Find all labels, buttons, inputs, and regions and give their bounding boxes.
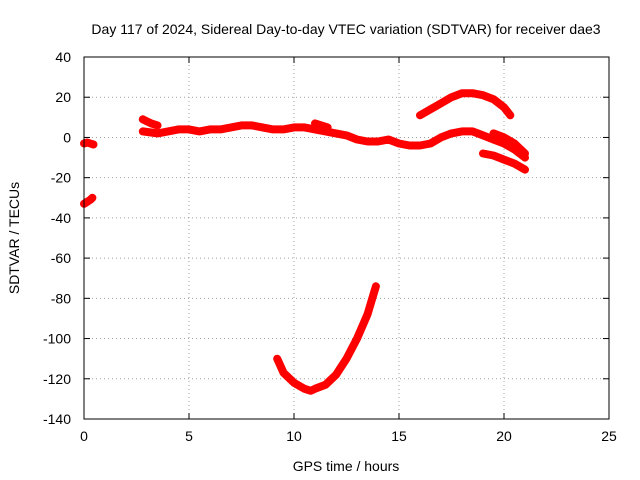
tick-labels: 0 5 10 15 20 25 40 20 0 -20 -40 -60 -80 -100 -120 -140: [43, 49, 617, 444]
x-tick-label: 0: [80, 428, 88, 444]
x-tick-label: 20: [496, 428, 512, 444]
y-tick-label: 0: [63, 129, 71, 145]
y-tick-label: -80: [51, 290, 71, 306]
series-arc-8: [489, 129, 529, 158]
x-axis-label: GPS time / hours: [293, 458, 400, 474]
chart-title: Day 117 of 2024, Sidereal Day-to-day VTE…: [91, 21, 600, 37]
y-tick-label: -100: [43, 331, 71, 347]
plot-frame: [83, 56, 610, 420]
y-tick-label: -40: [51, 210, 71, 226]
grid-lines: [84, 57, 609, 419]
y-tick-label: 20: [55, 89, 71, 105]
x-tick-label: 15: [391, 428, 407, 444]
series-arc-4: [138, 121, 529, 162]
series-arc-6: [416, 89, 515, 120]
y-tick-label: 40: [55, 49, 71, 65]
y-axis-label: SDTVAR / TECUs: [6, 182, 22, 294]
y-tick-label: -140: [43, 411, 71, 427]
series-arc-1: [80, 138, 98, 149]
x-tick-label: 5: [185, 428, 193, 444]
x-tick-label: 10: [286, 428, 302, 444]
x-tick-label: 25: [601, 428, 617, 444]
y-tick-label: -20: [51, 170, 71, 186]
data-series: [80, 89, 529, 395]
series-arc-7: [479, 149, 529, 174]
axis-ticks: [83, 56, 610, 420]
series-arc-9: [273, 282, 380, 395]
series-arc-2: [80, 193, 97, 208]
y-tick-label: -60: [51, 250, 71, 266]
y-tick-label: -120: [43, 371, 71, 387]
series-arc-5: [311, 119, 332, 132]
series-arc-3: [138, 115, 162, 130]
